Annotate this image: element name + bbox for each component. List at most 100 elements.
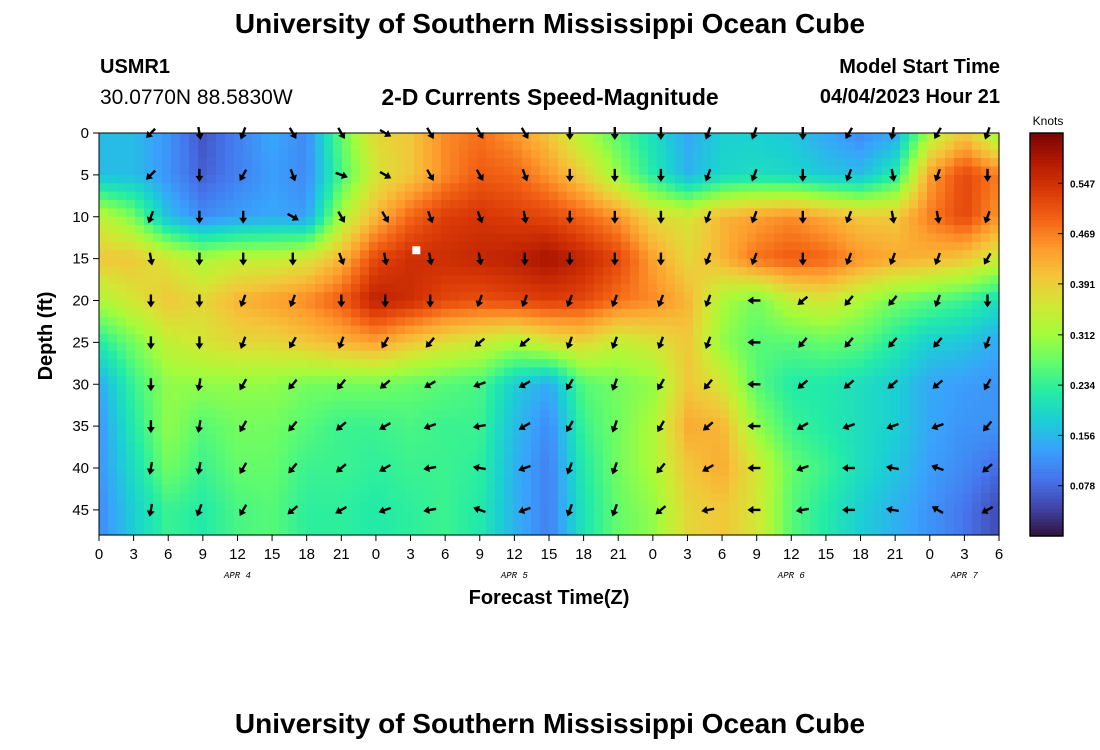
heatmap-cell [198,401,208,410]
heatmap-cell [108,468,118,477]
heatmap-cell [792,401,802,410]
heatmap-cell [738,426,748,436]
current-arrow [336,378,347,390]
heatmap-cell [963,149,973,159]
heatmap-cell [180,166,190,176]
heatmap-cell [666,501,676,511]
heatmap-cell [855,317,865,327]
heatmap-cell [279,342,289,352]
heatmap-cell [117,283,127,293]
heatmap-cell [270,417,280,427]
heatmap-cell [990,359,1000,369]
heatmap-cell [711,141,721,151]
heatmap-cell [288,334,298,343]
heatmap-cell [909,250,919,260]
heatmap-cell [135,292,145,302]
heatmap-cell [882,233,892,243]
current-arrow [288,336,297,349]
heatmap-cell [864,409,874,419]
heatmap-cell [531,292,541,302]
heatmap-cell [954,526,964,536]
heatmap-cell [621,501,631,511]
heatmap-cell [612,509,622,519]
heatmap-cell [765,509,775,519]
heatmap-cell [873,216,883,226]
current-arrow [656,378,665,391]
heatmap-cell [774,526,784,536]
heatmap-cell [351,350,361,360]
heatmap-cell [135,241,145,251]
heatmap-cell [351,191,361,201]
heatmap-cell [414,493,424,503]
heatmap-cell [837,241,847,251]
heatmap-cell [738,225,748,235]
heatmap-cell [135,166,145,176]
heatmap-cell [918,359,928,369]
heatmap-cell [729,250,739,260]
heatmap-cell [342,317,352,327]
heatmap-cell [792,208,802,218]
heatmap-cell [729,233,739,243]
heatmap-cell [216,401,226,410]
heatmap-cell [243,241,253,251]
heatmap-cell [963,384,973,394]
heatmap-cell [225,158,235,168]
heatmap-cell [837,442,847,452]
heatmap-cell [432,149,442,159]
heatmap-cell [684,342,694,352]
heatmap-cell [162,258,172,268]
heatmap-cell [819,334,829,343]
heatmap-cell [864,459,874,469]
heatmap-cell [288,434,298,444]
heatmap-cell [576,300,586,310]
heatmap-cell [774,367,784,377]
heatmap-cell [729,451,739,461]
heatmap-cell [900,225,910,235]
heatmap-cell [702,208,712,218]
heatmap-cell [576,267,586,276]
heatmap-cell [234,308,244,318]
heatmap-cell [990,476,1000,486]
heatmap-cell [630,233,640,243]
heatmap-cell [252,241,262,251]
heatmap-cell [963,241,973,251]
heatmap-cell [108,392,118,402]
heatmap-cell [792,258,802,268]
heatmap-cell [594,442,604,452]
heatmap-cell [711,409,721,419]
heatmap-cell [153,367,163,377]
heatmap-cell [837,208,847,218]
heatmap-cell [351,133,361,142]
heatmap-cell [243,518,253,528]
heatmap-cell [117,250,127,260]
heatmap-cell [918,518,928,528]
heatmap-cell [342,334,352,343]
heatmap-cell [513,275,523,285]
heatmap-cell [171,367,181,377]
heatmap-cell [306,283,316,293]
heatmap-cell [648,275,658,285]
heatmap-cell [288,493,298,503]
heatmap-cell [288,191,298,201]
heatmap-cell [459,250,469,260]
heatmap-cell [819,509,829,519]
heatmap-cell [414,442,424,452]
heatmap-cell [423,518,433,528]
heatmap-cell [675,141,685,151]
heatmap-cell [747,409,757,419]
heatmap-cell [504,392,514,402]
heatmap-cell [513,308,523,318]
heatmap-cell [621,258,631,268]
heatmap-cell [864,174,874,184]
heatmap-cell [531,183,541,193]
heatmap-cell [189,267,199,276]
heatmap-cell [972,191,982,201]
heatmap-cell [792,509,802,519]
heatmap-cell [648,216,658,226]
heatmap-cell [414,409,424,419]
heatmap-cell [891,342,901,352]
heatmap-cell [171,275,181,285]
heatmap-cell [126,166,136,176]
heatmap-cell [459,308,469,318]
heatmap-cell [126,384,136,394]
